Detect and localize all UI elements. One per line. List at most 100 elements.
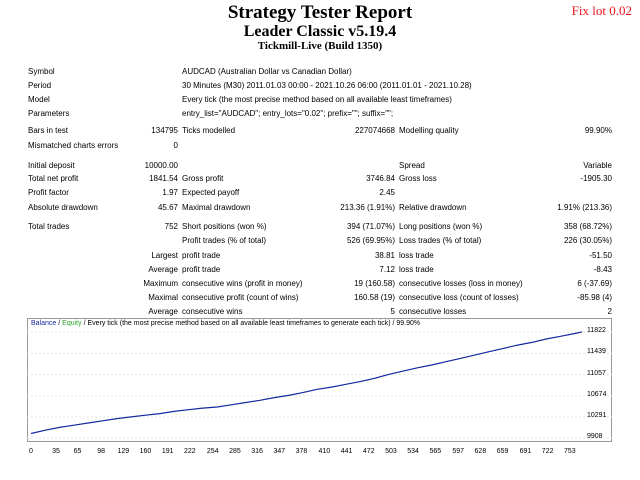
expected-payoff-label: Expected payoff — [182, 188, 240, 197]
gross-profit-value: 3746.84 — [366, 174, 395, 183]
rel-drawdown-label: Relative drawdown — [399, 203, 467, 212]
net-profit-label: Total net profit — [28, 174, 79, 183]
average-loss-value: -8.43 — [593, 265, 612, 274]
total-trades-label: Total trades — [28, 222, 70, 231]
y-tick-label: 11057 — [587, 369, 606, 377]
x-tick-label: 565 — [429, 448, 442, 455]
ticks-label: Ticks modelled — [182, 126, 236, 135]
mce-row: Mismatched charts errors 0 — [0, 139, 640, 153]
x-tick-label: 222 — [184, 448, 196, 455]
symbol-row: Symbol AUDCAD (Australian Dollar vs Cana… — [0, 65, 640, 79]
x-tick-label: 628 — [474, 448, 487, 455]
x-tick-label: 285 — [229, 448, 241, 455]
symbol-label: Symbol — [28, 67, 55, 76]
largest-profit-label: profit trade — [182, 251, 221, 260]
mce-value: 0 — [173, 141, 178, 150]
largest-loss-label: loss trade — [399, 251, 434, 260]
x-tick-label: 316 — [251, 448, 263, 455]
mq-value: 99.90% — [584, 126, 612, 135]
balance-chart — [27, 318, 612, 442]
loss-trades-value: 226 (30.05%) — [563, 236, 612, 245]
avg-cons-wins-value: 5 — [390, 307, 395, 316]
maximal-consecutive-row: Maximal consecutive profit (count of win… — [0, 291, 640, 305]
loss-trades-label: Loss trades (% of total) — [399, 236, 482, 245]
x-tick-label: 410 — [318, 448, 331, 455]
largest-loss-value: -51.50 — [589, 251, 612, 260]
max-drawdown-label: Maximal drawdown — [182, 203, 251, 212]
profit-trades-label: Profit trades (% of total) — [182, 236, 267, 245]
bars-row: Bars in test 134795 Ticks modelled 22707… — [0, 124, 640, 138]
x-tick-label: 534 — [407, 448, 419, 455]
balance-line — [30, 331, 583, 435]
x-tick-label: 659 — [496, 448, 509, 455]
y-tick-label: 11822 — [587, 327, 606, 335]
abs-drawdown-value: 45.67 — [157, 203, 178, 212]
bars-value: 134795 — [151, 126, 178, 135]
symbol-value: AUDCAD (Australian Dollar vs Canadian Do… — [182, 67, 352, 76]
x-tick-label: 98 — [97, 448, 106, 455]
mce-label: Mismatched charts errors — [28, 141, 119, 150]
profit-factor-row: Profit factor 1.97 Expected payoff 2.45 — [0, 186, 640, 200]
max-cons-losses-label: consecutive losses (loss in money) — [399, 279, 523, 288]
max-cons-profit-value: 160.58 (19) — [354, 293, 395, 302]
profit-trades-row: Profit trades (% of total) 526 (69.95%) … — [0, 234, 640, 248]
chart-frame — [27, 318, 612, 442]
x-tick-label: 691 — [519, 448, 532, 455]
chart-legend: Balance / Equity / Every tick (the most … — [31, 320, 420, 327]
y-tick-label: 10674 — [587, 390, 607, 398]
maximal-label: Maximal — [148, 293, 178, 302]
gross-loss-value: -1905.30 — [580, 174, 612, 183]
period-value: 30 Minutes (M30) 2011.01.03 00:00 - 2021… — [182, 81, 472, 90]
long-positions-label: Long positions (won %) — [399, 222, 483, 231]
y-tick-label: 11439 — [587, 348, 606, 356]
max-cons-loss-value: -85.98 (4) — [577, 293, 612, 302]
x-tick-label: 597 — [452, 448, 465, 455]
legend-equity: Equity — [62, 320, 82, 327]
period-row: Period 30 Minutes (M30) 2011.01.03 00:00… — [0, 79, 640, 93]
x-tick-label: 441 — [340, 448, 353, 455]
largest-label: Largest — [151, 251, 178, 260]
max-cons-losses-value: 6 (-37.69) — [577, 279, 612, 288]
average-profit-label: profit trade — [182, 265, 221, 274]
profit-factor-label: Profit factor — [28, 188, 69, 197]
total-trades-row: Total trades 752 Short positions (won %)… — [0, 220, 640, 234]
long-positions-value: 358 (68.72%) — [563, 222, 612, 231]
legend-balance: Balance — [31, 320, 57, 327]
ea-name: Leader Classic v5.19.4 — [243, 23, 397, 40]
largest-profit-value: 38.81 — [374, 251, 395, 260]
y-tick-label: 10291 — [587, 411, 607, 419]
ticks-value: 227074668 — [354, 126, 395, 135]
params-value: entry_list="AUDCAD"; entry_lots="0.02"; … — [182, 109, 394, 118]
average-cons-label: Average — [148, 307, 178, 316]
model-row: Model Every tick (the most precise metho… — [0, 93, 640, 107]
deposit-label: Initial deposit — [28, 161, 75, 170]
x-tick-label: 378 — [295, 448, 308, 455]
x-tick-label: 753 — [563, 448, 576, 455]
spread-value: Variable — [583, 161, 612, 170]
x-tick-label: 191 — [161, 448, 174, 455]
deposit-value: 10000.00 — [144, 161, 178, 170]
period-label: Period — [28, 81, 52, 90]
x-tick-label: 129 — [117, 448, 130, 455]
chart-grid — [27, 331, 612, 439]
total-trades-value: 752 — [164, 222, 178, 231]
maximum-label: Maximum — [143, 279, 178, 288]
profit-factor-value: 1.97 — [162, 188, 178, 197]
average-loss-label: loss trade — [399, 265, 434, 274]
rel-drawdown-value: 1.91% (213.36) — [557, 203, 612, 212]
model-value: Every tick (the most precise method base… — [182, 95, 452, 104]
x-tick-label: 0 — [29, 448, 33, 455]
avg-cons-losses-label: consecutive losses — [399, 307, 467, 316]
report-title: Strategy Tester Report — [227, 2, 413, 23]
lot-tag: Fix lot 0.02 — [571, 3, 632, 18]
gross-profit-label: Gross profit — [182, 174, 224, 183]
gross-loss-label: Gross loss — [399, 174, 437, 183]
model-label: Model — [28, 95, 50, 104]
x-tick-label: 254 — [206, 448, 219, 455]
net-profit-value: 1841.54 — [149, 174, 178, 183]
net-profit-row: Total net profit 1841.54 Gross profit 37… — [0, 172, 640, 186]
max-cons-profit-label: consecutive profit (count of wins) — [182, 293, 299, 302]
x-tick-label: 65 — [73, 448, 82, 455]
x-tick-label: 160 — [139, 448, 152, 455]
average-row: Average profit trade 7.12 loss trade -8.… — [0, 263, 640, 277]
